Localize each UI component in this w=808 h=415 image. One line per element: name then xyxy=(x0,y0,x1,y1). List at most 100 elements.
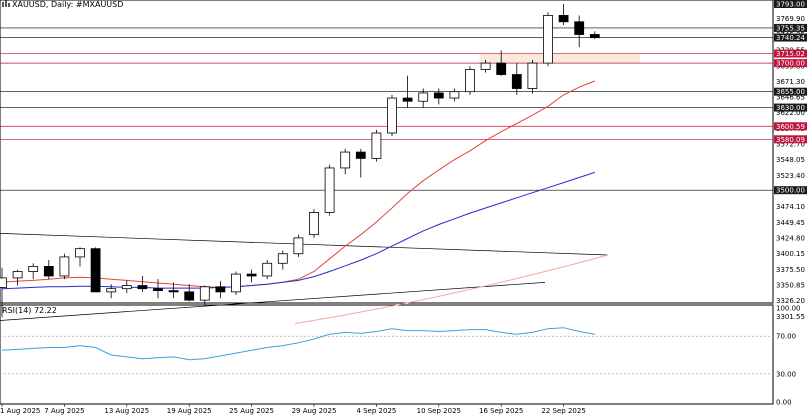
price-tag xyxy=(774,0,807,8)
candle xyxy=(574,21,585,35)
price-tag xyxy=(774,122,807,131)
rsi-line xyxy=(1,327,595,361)
price-tag-label: 3700.00 xyxy=(776,60,805,68)
candle xyxy=(12,271,23,279)
candle xyxy=(75,248,85,258)
trendline-upper xyxy=(0,233,609,256)
time-tick-label: 4 Sep 2025 xyxy=(356,407,396,415)
price-tag xyxy=(774,49,807,58)
candle xyxy=(543,15,553,64)
candle xyxy=(153,288,163,292)
ma-blue-line xyxy=(1,171,595,290)
price-tick-label: 3350.85 xyxy=(776,281,805,289)
rsi-tick-label: 100.00 xyxy=(776,305,801,313)
candle xyxy=(511,74,522,89)
time-tick-label: 19 Aug 2025 xyxy=(167,407,212,415)
symbol-title-text: XAUUSD, Daily: #MXAUUSD xyxy=(12,0,124,9)
candle xyxy=(324,167,335,213)
candle xyxy=(387,97,397,134)
symbol-title: XAUUSD, Daily: #MXAUUSD xyxy=(2,0,123,9)
candle xyxy=(215,286,226,293)
price-tag-label: 3740.24 xyxy=(776,34,805,42)
candle xyxy=(433,92,444,99)
price-tag xyxy=(774,103,807,112)
candle xyxy=(137,285,148,290)
candle xyxy=(28,266,39,272)
candle xyxy=(59,256,70,277)
bars-icon xyxy=(2,0,10,8)
price-tick-label: 3424.80 xyxy=(776,234,805,242)
price-tick-label: 3326.20 xyxy=(776,297,805,305)
price-tick-label: 3671.30 xyxy=(776,78,805,86)
main-panel-frame xyxy=(0,0,774,304)
candle xyxy=(262,262,273,277)
candle xyxy=(184,291,195,301)
price-tag-label: 3500.00 xyxy=(776,187,805,195)
rsi-label: RSI(14) 72.22 xyxy=(2,306,57,315)
candle xyxy=(449,91,460,99)
price-tick-label: 3375.50 xyxy=(776,266,805,274)
candle xyxy=(168,290,179,293)
candle xyxy=(480,62,491,70)
price-tag-label: 3755.35 xyxy=(776,24,805,32)
price-tag xyxy=(774,33,807,42)
candle xyxy=(199,286,210,301)
price-tag-label: 3655.00 xyxy=(776,88,805,96)
price-tick-label: 3622.00 xyxy=(776,109,805,117)
price-tag xyxy=(774,23,807,32)
time-tick-label: 25 Aug 2025 xyxy=(229,407,274,415)
price-tick-label: 3646.65 xyxy=(776,94,805,102)
time-tick-label: 13 Aug 2025 xyxy=(104,407,149,415)
price-tick-label: 3523.40 xyxy=(776,172,805,180)
price-tick-label: 3572.70 xyxy=(776,140,805,148)
time-tick-label: 22 Sep 2025 xyxy=(541,407,585,415)
time-tick-label: 7 Aug 2025 xyxy=(44,407,84,415)
price-tag xyxy=(774,87,807,96)
price-tag xyxy=(774,59,807,68)
ma-red-line xyxy=(1,80,595,288)
candle xyxy=(43,266,54,277)
candle xyxy=(402,97,413,102)
candle xyxy=(309,212,319,236)
candle xyxy=(527,62,538,89)
price-tag-label: 3600.59 xyxy=(776,123,805,131)
candle xyxy=(355,151,366,159)
candle xyxy=(465,69,475,93)
candle xyxy=(371,132,382,159)
candle xyxy=(340,151,351,169)
candle xyxy=(106,288,117,293)
price-tag-label: 3630.00 xyxy=(776,104,805,112)
candle xyxy=(246,273,257,277)
candle xyxy=(293,237,304,255)
time-tick-label: 10 Sep 2025 xyxy=(417,407,461,415)
price-tick-label: 3400.15 xyxy=(776,250,805,258)
price-tag-label: 3715.02 xyxy=(776,50,805,58)
candle xyxy=(0,277,7,288)
candle xyxy=(231,273,241,293)
price-tick-label: 3548.05 xyxy=(776,156,805,164)
candle xyxy=(277,253,288,264)
price-tick-label: 3449.45 xyxy=(776,219,805,227)
candle xyxy=(418,92,429,102)
candle xyxy=(589,34,600,39)
candle xyxy=(558,15,569,23)
time-tick-label: 29 Aug 2025 xyxy=(292,407,337,415)
candle xyxy=(496,62,507,75)
trendline-lower xyxy=(0,281,546,321)
resistance-zone xyxy=(479,53,640,64)
price-tick-label: 3301.55 xyxy=(776,313,805,321)
candle xyxy=(121,285,132,290)
candle xyxy=(90,248,101,293)
price-tick-label: 3769.90 xyxy=(776,15,805,23)
price-tag-label: 3580.09 xyxy=(776,136,805,144)
price-tag xyxy=(774,186,807,195)
price-tag-label: 3793.00 xyxy=(776,1,805,9)
rsi-tick-label: 70.00 xyxy=(776,333,796,341)
time-tick-label: 16 Sep 2025 xyxy=(479,407,523,415)
rsi-panel-frame xyxy=(0,304,774,405)
rsi-tick-label: 0.00 xyxy=(776,399,792,407)
ma-long-line xyxy=(294,254,609,325)
time-tick-label: 1 Aug 2025 xyxy=(0,407,40,415)
